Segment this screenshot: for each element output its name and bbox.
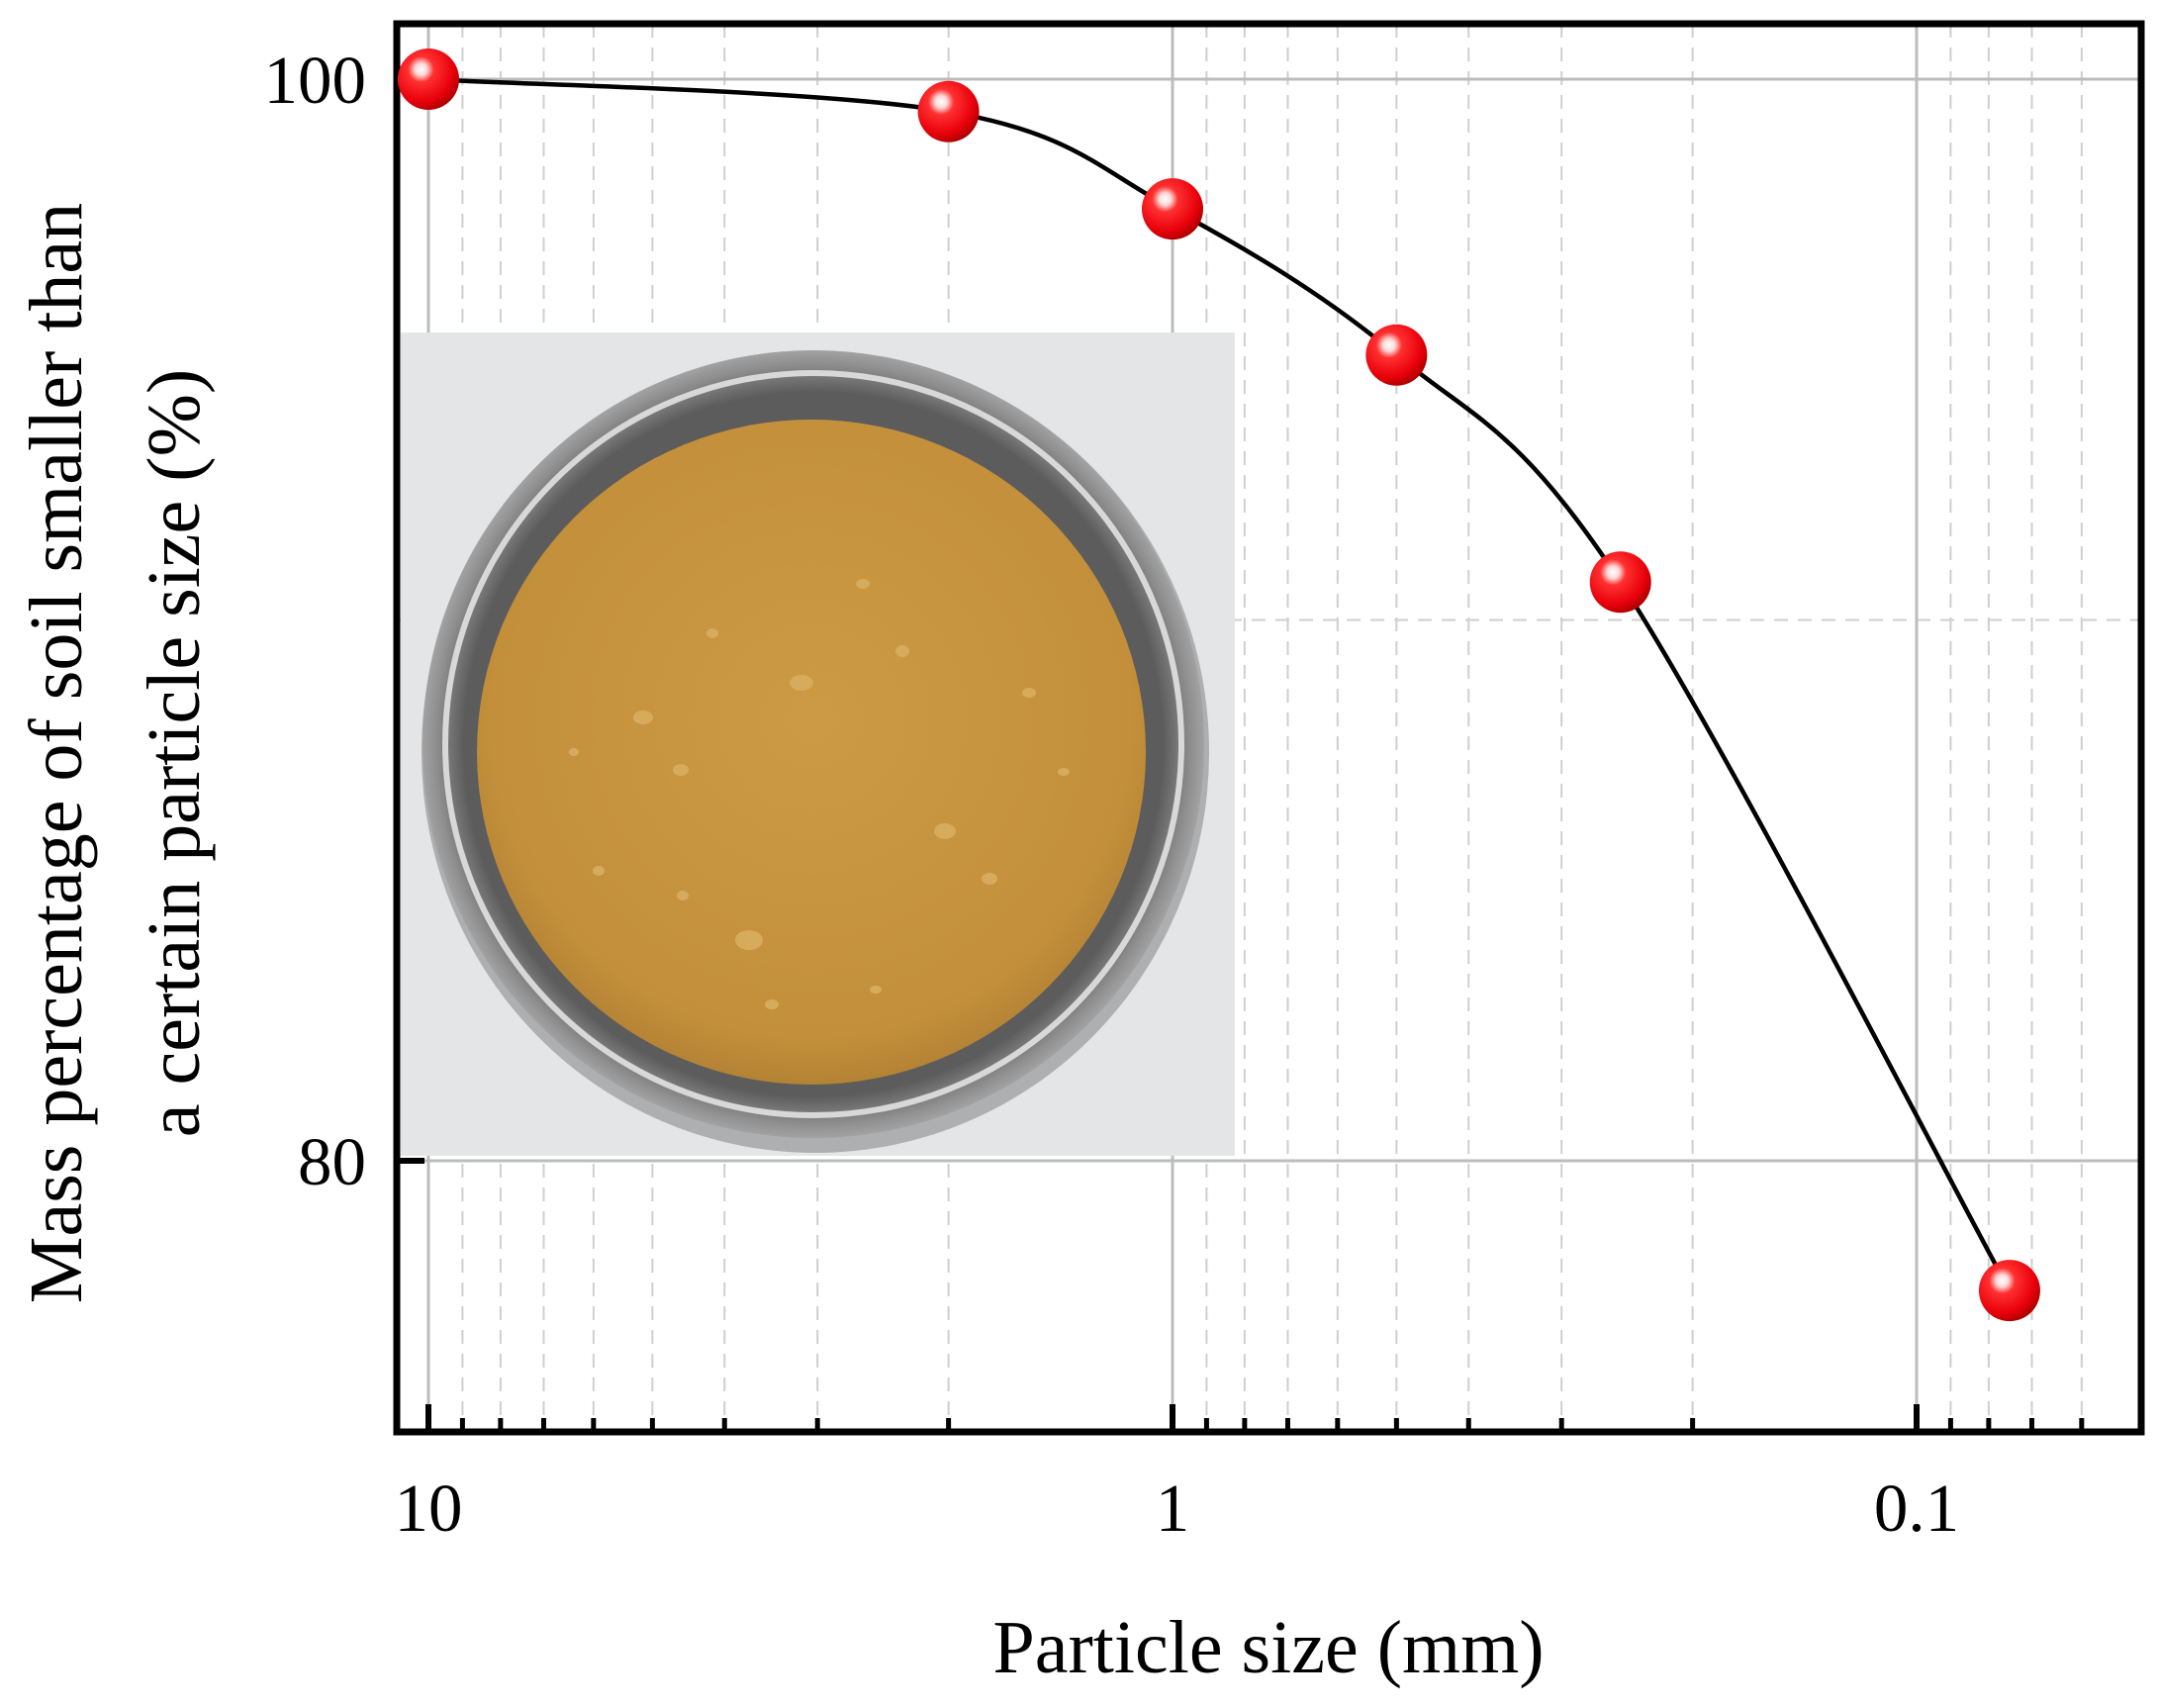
y-tick-labels: 100 80 (264, 43, 367, 1199)
data-point-marker (917, 80, 980, 142)
x-axis-title: Particle size (mm) (992, 1606, 1544, 1689)
x-tick-label: 10 (395, 1471, 463, 1546)
soil-clump (856, 579, 870, 589)
y-axis-title-line-2: a certain particle size (%) (133, 369, 216, 1137)
soil-clump (1058, 768, 1070, 776)
y-tick-label: 80 (298, 1124, 366, 1199)
soil-clump (895, 645, 909, 657)
y-axis-title-line-1: Mass percentage of soil smaller than (15, 203, 98, 1303)
data-markers (398, 48, 2040, 1322)
soil-clump (934, 823, 956, 839)
soil-clump (735, 930, 763, 950)
data-point-marker (1589, 551, 1651, 614)
data-point-marker (1142, 178, 1203, 240)
y-tick-label: 100 (264, 43, 367, 118)
grading-curve (427, 76, 2012, 1292)
soil-clump (569, 748, 579, 756)
soil-powder (477, 420, 1146, 1085)
minor-grid-lines (397, 24, 2141, 1432)
soil-clump (790, 675, 813, 691)
soil-clumps (569, 579, 1070, 1009)
dish-rim-highlight (442, 370, 1184, 1118)
data-point-marker (1365, 324, 1428, 386)
soil-sample-photo (401, 332, 1235, 1156)
soil-clump (677, 891, 689, 901)
axis-ticks (397, 76, 2085, 1432)
x-tick-labels: 10 1 0.1 (395, 1471, 1960, 1546)
data-point-marker (1978, 1260, 2040, 1322)
x-tick-label: 0.1 (1874, 1471, 1959, 1546)
x-tick-label: 1 (1156, 1471, 1190, 1546)
soil-clump (765, 999, 779, 1009)
soil-clump (633, 711, 653, 724)
plot-frame (393, 20, 2145, 1436)
soil-clump (673, 764, 689, 776)
soil-clump (982, 873, 997, 885)
data-point-marker (398, 48, 459, 110)
soil-clump (593, 866, 605, 876)
soil-clump (1022, 688, 1036, 698)
soil-clump (706, 628, 718, 638)
soil-clump (870, 986, 882, 994)
